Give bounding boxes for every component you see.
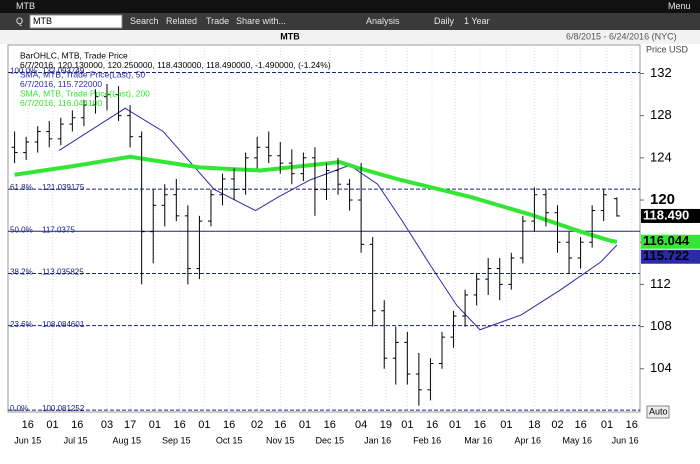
- x-tick-label: 16: [626, 419, 638, 431]
- x-month-label: Nov 15: [266, 435, 295, 445]
- plot-area: [7, 44, 641, 413]
- x-tick-label: 16: [173, 419, 185, 431]
- last-price-label: 116.044: [643, 233, 690, 248]
- x-tick-label: 19: [380, 419, 392, 431]
- window-symbol: MTB: [16, 1, 35, 11]
- x-month-label: Dec 15: [316, 435, 345, 445]
- legend-detail: 6/7/2016, 116.044100: [20, 98, 102, 108]
- chart-title: MTB: [280, 31, 300, 41]
- x-month-label: Apr 16: [515, 435, 542, 445]
- fib-percent: 38.2%: [10, 268, 33, 277]
- x-month-label: Feb 16: [413, 435, 441, 445]
- toolbar-item[interactable]: Share with...: [236, 16, 286, 26]
- y-tick-label: 132: [650, 65, 672, 80]
- y-tick-label: 124: [650, 149, 672, 164]
- legend-name: BarOHLC, MTB, Trade Price: [20, 50, 128, 60]
- y-tick-label: 108: [650, 318, 672, 333]
- x-tick-label: 16: [474, 419, 486, 431]
- x-month-label: May 16: [563, 435, 593, 445]
- x-month-label: Oct 15: [216, 435, 243, 445]
- toolbar-item[interactable]: Daily: [434, 16, 455, 26]
- y-tick-label: 104: [650, 360, 672, 375]
- y-axis-label: Price USD: [646, 44, 689, 54]
- symbol-input-value[interactable]: MTB: [33, 16, 52, 26]
- x-tick-label: 01: [401, 419, 413, 431]
- x-tick-label: 16: [71, 419, 83, 431]
- fib-price: 117.0375: [42, 225, 75, 234]
- x-month-label: Mar 16: [464, 435, 492, 445]
- fib-price: 113.035825: [42, 268, 84, 277]
- x-tick-label: 02: [251, 419, 263, 431]
- x-tick-label: 01: [601, 419, 613, 431]
- x-month-label: Jun 15: [14, 435, 41, 445]
- toolbar-item[interactable]: Related: [166, 16, 197, 26]
- x-tick-label: 16: [574, 419, 586, 431]
- x-month-label: Sep 15: [162, 435, 191, 445]
- fib-percent: 23.6%: [10, 320, 33, 329]
- sma-line: [58, 107, 618, 331]
- x-tick-label: 01: [500, 419, 512, 431]
- x-tick-label: 01: [149, 419, 161, 431]
- x-tick-label: 17: [124, 419, 136, 431]
- last-price-label: 118.490: [643, 207, 689, 222]
- x-tick-label: 16: [22, 419, 34, 431]
- x-tick-label: 16: [223, 419, 235, 431]
- y-tick-label: 128: [650, 107, 672, 122]
- date-range: 6/8/2015 - 6/24/2016 (NYC): [566, 31, 677, 41]
- toolbar-item[interactable]: 1 Year: [464, 16, 490, 26]
- toolbar-item[interactable]: Search: [130, 16, 159, 26]
- last-price-label: 115.722: [643, 248, 689, 263]
- x-tick-label: 01: [198, 419, 210, 431]
- x-month-label: Jun 16: [612, 435, 639, 445]
- x-tick-label: 03: [101, 419, 113, 431]
- menu-button[interactable]: Menu: [668, 1, 691, 11]
- x-month-label: Aug 15: [113, 435, 142, 445]
- symbol-input[interactable]: [29, 14, 123, 29]
- last-price-tag: [641, 208, 700, 223]
- fib-price: 121.039175: [42, 183, 85, 192]
- toolbar-item[interactable]: Trade: [206, 16, 229, 26]
- fib-percent: 50.0%: [10, 225, 33, 234]
- fib-percent: 61.8%: [10, 183, 33, 192]
- x-tick-label: 01: [449, 419, 461, 431]
- x-tick-label: 02: [551, 419, 563, 431]
- last-price-tag: [641, 249, 700, 264]
- x-month-label: Jul 15: [64, 435, 88, 445]
- toolbar-item[interactable]: Analysis: [366, 16, 400, 26]
- x-tick-label: 16: [324, 419, 336, 431]
- last-price-tag: [641, 234, 700, 249]
- x-tick-label: 04: [355, 419, 367, 431]
- legend-name: SMA, MTB, Trade Price(Last), 200: [20, 88, 150, 98]
- title-bar: [0, 0, 700, 13]
- y-tick-label: 120: [650, 191, 675, 208]
- fib-price: 108.084601: [42, 320, 85, 329]
- x-tick-label: 16: [426, 419, 438, 431]
- sma-line: [14, 154, 618, 244]
- x-tick-label: 01: [46, 419, 58, 431]
- auto-button[interactable]: [646, 405, 670, 419]
- fib-price: 132.093749: [42, 67, 85, 76]
- y-tick-label: 112: [650, 276, 671, 291]
- chart-header: [0, 30, 700, 44]
- legend-detail: 6/7/2016, 115.722000: [20, 79, 102, 89]
- legend-detail: 6/7/2016, 120.130000, 120.250000, 118.43…: [20, 60, 331, 70]
- search-prefix[interactable]: Q: [16, 16, 23, 26]
- x-month-label: Jan 16: [364, 435, 391, 445]
- x-tick-label: 01: [299, 419, 311, 431]
- legend-name: SMA, MTB, Trade Price(Last), 50: [20, 69, 145, 79]
- x-tick-label: 18: [528, 419, 540, 431]
- x-tick-label: 16: [274, 419, 286, 431]
- toolbar: [0, 13, 700, 30]
- fib-price: 100.081252: [42, 404, 85, 413]
- fib-percent: 100.0%: [10, 67, 37, 76]
- auto-button-label[interactable]: Auto: [649, 406, 668, 416]
- fib-percent: 0.0%: [10, 404, 28, 413]
